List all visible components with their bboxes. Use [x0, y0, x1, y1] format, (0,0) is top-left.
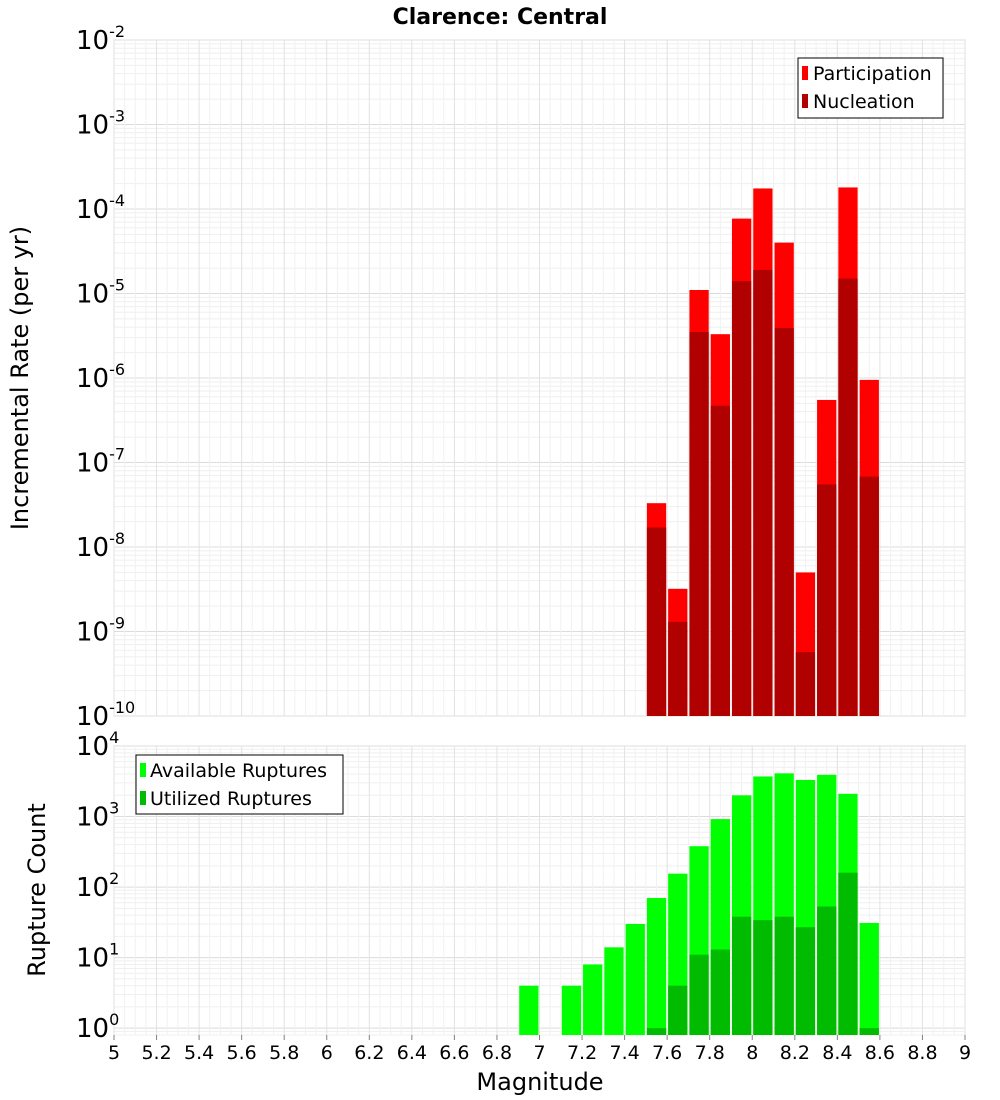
- utilized-ruptures-bar: [753, 920, 773, 1035]
- participation-legend-swatch: [802, 66, 808, 80]
- x-tick-label: 7.2: [567, 1042, 597, 1064]
- y-tick-label: 101: [76, 940, 119, 974]
- x-tick-label: 5.4: [184, 1042, 214, 1064]
- nucleation-legend-swatch: [802, 94, 808, 108]
- count-y-ticks: 100 101 102 103 104: [76, 728, 119, 1044]
- utilized-ruptures-bar: [838, 872, 858, 1035]
- count-y-axis-label: Rupture Count: [23, 803, 51, 977]
- nucleation-bar: [795, 652, 816, 716]
- y-tick-label: 10-7: [76, 445, 125, 479]
- available-ruptures-bar: [519, 985, 539, 1035]
- utilized-ruptures-bar: [689, 954, 709, 1035]
- available-ruptures-bar: [604, 947, 624, 1035]
- y-tick-label: 10-6: [76, 360, 125, 394]
- count-legend-box: [135, 754, 344, 815]
- x-tick-label: 6: [321, 1042, 333, 1064]
- utilized-ruptures-bar: [817, 906, 837, 1035]
- nucleation-bar: [817, 484, 837, 716]
- nucleation-legend-label: Nucleation: [813, 91, 915, 113]
- rate-gridlines: [113, 39, 966, 717]
- x-axis-label: Magnitude: [476, 1068, 603, 1096]
- x-tick-label: 5.6: [227, 1042, 257, 1064]
- utilized-ruptures-bar: [774, 916, 794, 1035]
- x-tick-label: 6.6: [439, 1042, 469, 1064]
- nucleation-bar: [753, 269, 773, 716]
- available-legend-label: Available Ruptures: [150, 760, 327, 782]
- y-tick-label: 10-5: [76, 276, 125, 310]
- available-ruptures-bar: [561, 985, 582, 1035]
- nucleation-bar: [689, 332, 709, 716]
- available-ruptures-bar: [583, 964, 603, 1035]
- utilized-legend-label: Utilized Ruptures: [150, 788, 312, 810]
- x-tick-label: 7: [533, 1042, 545, 1064]
- chart-title: Clarence: Central: [393, 5, 608, 30]
- count-legend: Available Ruptures Utilized Ruptures: [135, 754, 344, 815]
- rate-y-ticks: 10-10 10-9 10-8 10-7 10-6 10-5 10-4 10-3 10-2: [76, 22, 135, 732]
- nucleation-bar: [731, 281, 752, 716]
- nucleation-bar: [838, 278, 858, 716]
- x-tick-label: 6.4: [397, 1042, 427, 1064]
- rate-legend-box: [797, 57, 944, 119]
- rate-y-axis-label: Incremental Rate (per yr): [6, 226, 34, 530]
- count-panel: 100 101 102 103 104 5 5.2 5.4 5.6 5.8 6 6.2 6.4 6.6 6…: [23, 728, 971, 1096]
- x-tick-label: 6.8: [482, 1042, 512, 1064]
- utilized-ruptures-bar: [731, 916, 752, 1035]
- y-tick-label: 10-8: [76, 529, 125, 563]
- nucleation-bar: [859, 476, 879, 716]
- x-tick-label: 6.2: [354, 1042, 384, 1064]
- utilized-ruptures-bar: [710, 949, 730, 1035]
- y-tick-label: 10-9: [76, 614, 125, 648]
- y-tick-label: 10-3: [76, 107, 125, 141]
- x-tick-label: 5.2: [141, 1042, 171, 1064]
- x-tick-label: 5.8: [269, 1042, 299, 1064]
- y-tick-label: 100: [76, 1010, 119, 1044]
- rate-panel: 10-10 10-9 10-8 10-7 10-6 10-5 10-4 10-3 10-2 In…: [6, 22, 966, 732]
- count-bars: [519, 773, 879, 1035]
- x-tick-label: 8.8: [907, 1042, 937, 1064]
- utilized-ruptures-bar: [668, 985, 688, 1035]
- x-tick-label: 5: [108, 1042, 120, 1064]
- rate-bars: [646, 187, 879, 717]
- y-tick-label: 10-10: [76, 698, 135, 732]
- rate-legend: Participation Nucleation: [797, 57, 944, 119]
- x-tick-label: 8.6: [865, 1042, 895, 1064]
- x-tick-label: 8.4: [822, 1042, 852, 1064]
- x-tick-label: 7.6: [652, 1042, 682, 1064]
- available-ruptures-bar: [625, 923, 645, 1035]
- available-legend-swatch: [140, 763, 146, 777]
- y-tick-label: 103: [76, 799, 119, 833]
- y-tick-label: 104: [76, 728, 119, 762]
- nucleation-bar: [668, 621, 688, 716]
- nucleation-bar: [774, 328, 794, 716]
- x-tick-label: 8.2: [780, 1042, 810, 1064]
- y-tick-label: 102: [76, 869, 119, 903]
- utilized-ruptures-bar: [646, 1028, 667, 1035]
- participation-legend-label: Participation: [813, 63, 932, 85]
- y-tick-label: 10-4: [76, 191, 125, 225]
- available-ruptures-bar: [859, 922, 879, 1035]
- utilized-ruptures-bar: [795, 927, 816, 1035]
- nucleation-bar: [710, 405, 730, 716]
- utilized-ruptures-bar: [859, 1028, 879, 1035]
- utilized-legend-swatch: [140, 791, 146, 805]
- x-tick-label: 7.8: [695, 1042, 725, 1064]
- x-tick-label: 7.4: [609, 1042, 639, 1064]
- magnitude-x-ticks: 5 5.2 5.4 5.6 5.8 6 6.2 6.4 6.6 6.8 7 7.2 7.4 7.6 7.8 8…: [108, 1035, 971, 1064]
- available-ruptures-bar: [646, 898, 667, 1035]
- y-tick-label: 10-2: [76, 22, 125, 56]
- x-tick-label: 9: [959, 1042, 971, 1064]
- nucleation-bar: [646, 527, 667, 716]
- x-tick-label: 8: [746, 1042, 758, 1064]
